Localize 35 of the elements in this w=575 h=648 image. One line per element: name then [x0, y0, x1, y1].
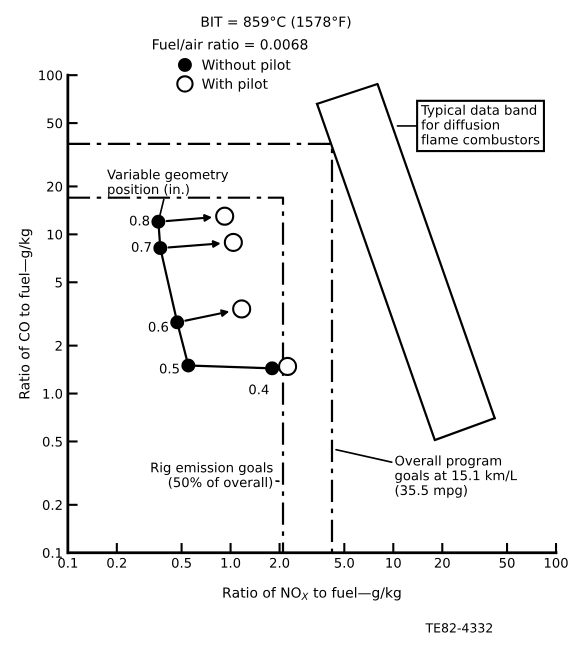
annotation: Variable geometry position (in.): [107, 169, 228, 197]
annotation: 0.8: [130, 216, 150, 226]
y-tick-label: 10: [48, 230, 62, 240]
chart-title: BIT = 859°C (1578°F): [202, 16, 350, 29]
x-tick-label: 50: [500, 558, 515, 568]
x-tick-label: 0.2: [107, 558, 126, 568]
y-tick-label: 50: [47, 118, 62, 128]
legend-label: With pilot: [202, 78, 268, 92]
y-tick-label: 0.1: [42, 548, 62, 558]
annotation: Typical data band for diffusion flame combustors: [421, 104, 540, 145]
y-tick-label: 1.0: [43, 388, 62, 399]
y-tick-label: 20: [47, 182, 62, 192]
chart-subtitle: Fuel/air ratio = 0.0068: [153, 38, 308, 51]
y-tick-label: 100: [39, 70, 62, 80]
x-tick-label: 100: [544, 558, 568, 568]
y-axis-title: Ratio of CO to fuel—g/kg: [18, 229, 32, 398]
y-tick-label: 0.5: [42, 436, 62, 447]
x-tick-label: 0.5: [172, 558, 191, 568]
annotation: 0.5: [160, 364, 179, 374]
annotation: Overall program goals at 15.1 km/L (35.5 mpg): [395, 455, 518, 498]
x-tick-label: 2.0: [270, 558, 290, 568]
annotation: 0.6: [148, 322, 168, 332]
x-tick-label: 5.0: [334, 558, 354, 568]
x-tick-label: 10: [386, 558, 401, 568]
x-tick-label: 20: [434, 558, 450, 568]
x-tick-label: 1.0: [222, 558, 240, 568]
x-axis-title: Ratio of NO$_{X}$ to fuel—g/kg: [223, 587, 401, 600]
annotation: 0.4: [249, 384, 269, 394]
annotation: 0.7: [132, 242, 151, 252]
text: TE82-4332: [425, 623, 492, 633]
y-tick-label: 2: [56, 340, 62, 351]
y-tick-label: 0.2: [42, 500, 62, 510]
annotation: Rig emission goals (50% of overall): [151, 462, 273, 489]
y-tick-label: 5: [56, 278, 62, 288]
legend-label: Without pilot: [202, 59, 290, 73]
